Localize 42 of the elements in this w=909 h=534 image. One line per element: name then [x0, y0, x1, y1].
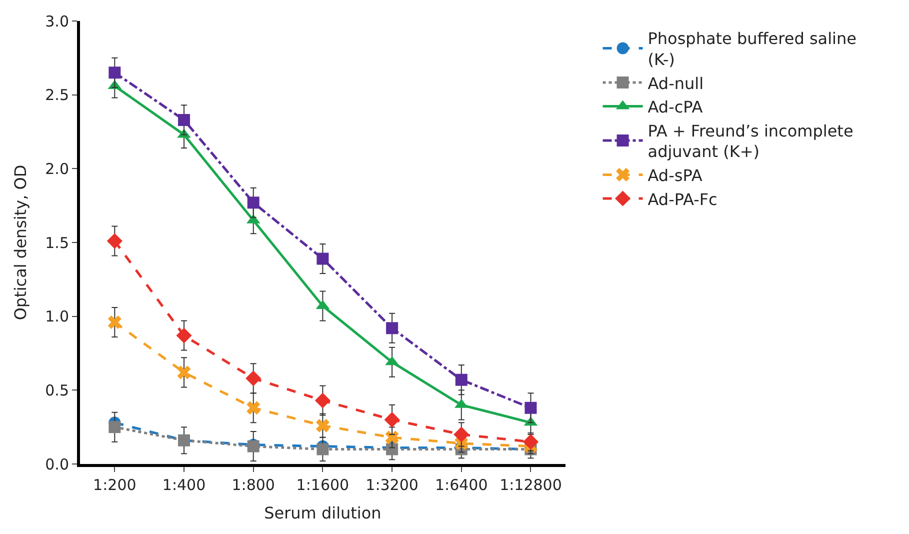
point: [385, 430, 399, 444]
point: [178, 114, 190, 126]
x-tick-label: 1:12800: [500, 476, 562, 494]
y-axis-title: Optical density, OD: [11, 164, 30, 320]
point: [108, 421, 121, 434]
y-tick-label: 1.5: [45, 234, 69, 252]
y-tick-label: 2.5: [45, 86, 69, 104]
x-tick-label: 1:400: [162, 476, 206, 494]
point: [454, 426, 470, 442]
point: [316, 418, 330, 432]
x-tick-label: 1:800: [232, 476, 275, 494]
point: [316, 443, 329, 456]
point: [386, 322, 398, 334]
legend-label: Phosphate buffered saline (K-): [648, 29, 856, 69]
legend-label: PA + Freund’s incomplete adjuvant (K+): [648, 121, 854, 162]
point: [316, 252, 329, 265]
legend-label: Ad-PA-Fc: [648, 190, 718, 209]
point: [246, 401, 260, 415]
x-tick-label: 1:1600: [296, 476, 350, 494]
point: [177, 366, 191, 380]
point: [314, 392, 330, 408]
point: [524, 402, 537, 414]
point: [384, 412, 400, 428]
point: [108, 66, 121, 79]
x-tick-label: 1:200: [93, 476, 136, 494]
legend-label: Ad-sPA: [648, 166, 702, 185]
y-tick-label: 0.0: [45, 455, 69, 474]
x-tick-label: 1:6400: [435, 476, 488, 494]
y-tick-label: 2.0: [45, 160, 69, 178]
point: [246, 370, 262, 386]
y-tick-label: 1.0: [45, 308, 69, 326]
point: [106, 233, 122, 249]
legend-label: Ad-cPA: [648, 98, 703, 117]
point: [176, 328, 192, 344]
point: [455, 374, 468, 386]
y-tick-label: 3.0: [45, 12, 69, 30]
point: [247, 196, 260, 209]
x-tick-label: 1:3200: [366, 476, 418, 494]
legend-label: Ad-null: [648, 74, 704, 93]
point: [108, 315, 122, 330]
x-axis-title: Serum dilution: [264, 504, 382, 523]
y-tick-label: 0.5: [45, 381, 69, 400]
